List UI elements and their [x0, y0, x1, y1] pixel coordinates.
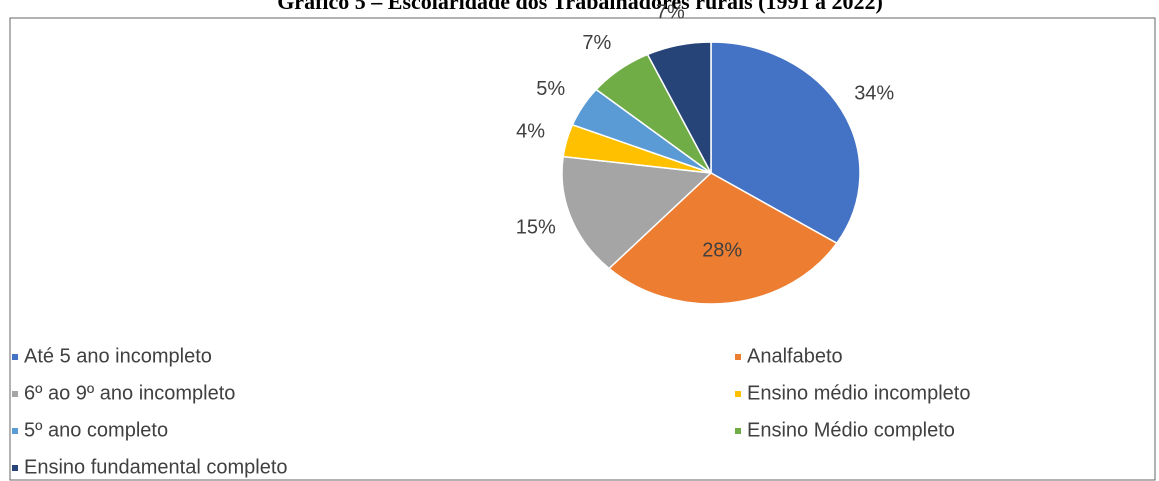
data-label: 7%: [582, 32, 611, 54]
legend-label: Até 5 ano incompleto: [24, 345, 212, 367]
legend-label: Ensino fundamental completo: [24, 456, 288, 478]
legend-swatch: [12, 465, 18, 471]
pie-slice: [646, 41, 712, 174]
data-label: 15%: [516, 217, 556, 239]
legend-swatch: [12, 428, 18, 434]
pie-slice: [561, 155, 713, 270]
legend-swatch: [12, 391, 18, 397]
chart-title: Gráfico 5 – Escolaridade dos Trabalhador…: [277, 0, 883, 14]
legend-label: Ensino médio incompleto: [747, 382, 970, 404]
pie-slice: [607, 172, 838, 305]
legend-label: 5º ano completo: [24, 419, 168, 441]
data-label: 5%: [536, 78, 565, 100]
legend-label: 6º ao 9º ano incompleto: [24, 382, 235, 404]
legend-label: Analfabeto: [747, 345, 843, 367]
data-label: 4%: [516, 121, 545, 143]
data-label: 28%: [702, 239, 742, 261]
data-label: 7%: [656, 1, 685, 23]
legend-swatch: [735, 428, 741, 434]
legend-swatch: [735, 354, 741, 360]
legend-label: Ensino Médio completo: [747, 419, 955, 441]
pie-slice: [710, 41, 861, 245]
legend-swatch: [735, 391, 741, 397]
legend-swatch: [12, 354, 18, 360]
data-label: 34%: [854, 82, 894, 104]
chart-border: [9, 17, 1156, 481]
